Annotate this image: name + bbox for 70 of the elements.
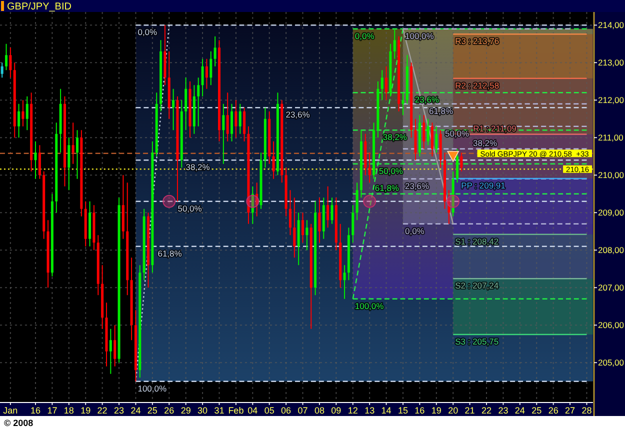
series-label: 0,0% [354,30,375,41]
y-tick-label: 210,00 [598,170,624,180]
series-label: 38,2% [186,162,210,172]
series-label: 100,0% [404,30,434,41]
series-label: 61,8% [428,106,454,116]
series-label: 38,2% [382,132,408,142]
x-tick-label: 22 [97,406,108,416]
x-tick-label: 14 [381,406,392,416]
y-tick-label: 214,00 [598,20,624,30]
x-tick-label: 04 [248,406,258,416]
series-label: 100,0% [138,383,167,394]
x-tick-label: 08 [314,406,324,416]
series-label: S2 : 207,24 [455,280,499,291]
x-tick-label: 05 [264,406,274,416]
x-tick-label: 19 [80,406,91,416]
x-tick-label: 27 [565,406,576,416]
x-tick-label: 24 [130,406,141,416]
y-tick-label: 208,00 [598,245,624,256]
y-tick-label: 211,00 [598,132,624,143]
x-tick-label: Jan [3,406,18,416]
series-label: S3 : 205,75 [455,336,499,346]
text: © 2008 [4,418,34,428]
x-tick-label: 22 [482,406,492,416]
x-tick-label: 26 [548,406,558,416]
chart-title: GBP/JPY_BID [7,1,72,12]
series-label: 23,6% [404,180,430,191]
series-label: 61,8% [374,182,400,193]
series-label: 100,0% [354,300,384,311]
series-label: R3 : 213,76 [455,36,500,46]
y-tick-label: 213,00 [598,58,624,68]
x-tick-label: 26 [164,406,174,416]
x-tick-label: 06 [281,406,292,416]
x-tick-label: 20 [448,406,458,416]
x-tick-label: 17 [47,406,58,416]
series-label: PP : 209,91 [461,180,506,190]
x-tick-label: 19 [431,406,442,416]
y-tick-label: 207,00 [598,282,624,293]
y-tick-label: 206,00 [598,320,624,330]
x-tick-label: 31 [214,406,224,416]
y-tick-label: 209,00 [598,208,624,218]
series-label: 61,8% [158,248,182,258]
x-tick-label: 25 [532,406,542,416]
y-tick-label: 205,00 [598,358,624,368]
x-tick-label: Feb [228,406,244,416]
x-tick-label: 21 [464,406,475,416]
x-tick-label: 15 [398,406,408,416]
x-tick-label: 25 [147,406,158,416]
x-tick-label: 23 [498,406,508,416]
x-tick-label: 23 [114,406,124,416]
x-tick-label: 07 [298,406,308,416]
x-tick-label: 24 [514,406,525,416]
series-label: 50,0% [178,203,202,214]
y-tick-label: 212,00 [598,95,624,106]
x-tick-label: 28 [582,406,592,416]
x-tick-label: 12 [348,406,358,416]
series-label: 23,6% [286,110,310,120]
series-label: 0,0% [404,226,425,236]
x-tick-label: 13 [364,406,375,416]
x-tick-label: 09 [331,406,342,416]
series-label: 23,6% [414,94,440,105]
x-tick-label: 30 [198,406,208,416]
series-label: S1 : 208,42 [455,236,499,246]
x-tick-label: 18 [64,406,74,416]
series-label: R2 : 212,58 [455,80,500,90]
series-label: 0,0% [138,27,158,38]
x-tick-label: 16 [30,406,41,416]
series-label: 38,2% [472,138,498,148]
x-tick-label: 29 [180,406,191,416]
x-tick-label: 16 [414,406,425,416]
series-label: 50,0% [378,166,404,176]
